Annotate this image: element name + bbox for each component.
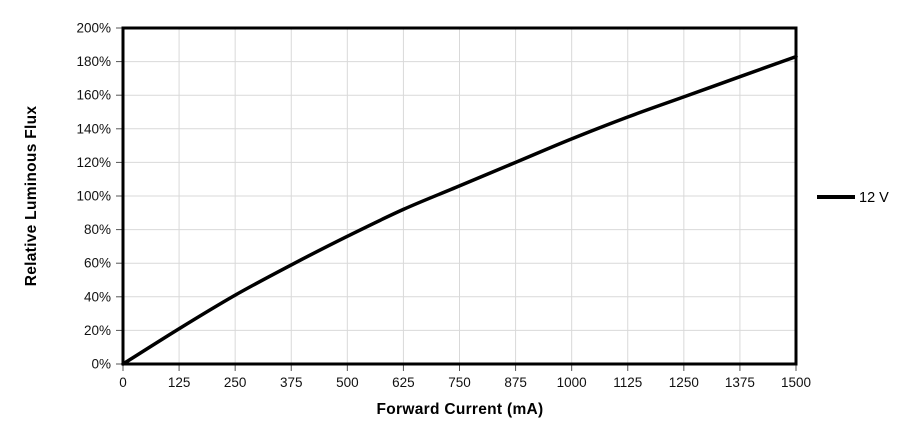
- x-tick-label: 1000: [557, 375, 587, 390]
- axis-ticks: [116, 27, 797, 371]
- x-tick-label: 125: [168, 375, 191, 390]
- x-tick-label: 250: [224, 375, 247, 390]
- y-tick-label: 60%: [84, 256, 111, 271]
- x-tick-label: 0: [119, 375, 127, 390]
- legend: 12 V: [817, 190, 889, 206]
- y-tick-label: 120%: [76, 155, 111, 170]
- y-tick-label: 0%: [91, 357, 111, 372]
- plot-border: [121, 26, 798, 366]
- y-tick-label: 160%: [76, 88, 111, 103]
- x-tick-label: 500: [336, 375, 359, 390]
- x-tick-label: 1125: [613, 375, 642, 390]
- y-tick-label: 180%: [76, 54, 111, 69]
- x-tick-label: 375: [280, 375, 303, 390]
- gridlines: [122, 27, 797, 365]
- x-tick-label: 750: [448, 375, 471, 390]
- x-tick-label: 1500: [781, 375, 811, 390]
- y-tick-label: 140%: [76, 121, 111, 136]
- x-tick-label: 875: [504, 375, 527, 390]
- tick-labels: 0 125 250 375 500 625 750 875 1000 1125 1250 1375 15…: [76, 21, 811, 391]
- y-tick-label: 200%: [76, 21, 111, 36]
- series-line-12v: [121, 54, 798, 366]
- y-tick-label: 40%: [84, 289, 111, 304]
- x-tick-label: 1375: [725, 375, 755, 390]
- legend-label: 12 V: [859, 190, 889, 206]
- x-tick-label: 625: [392, 375, 415, 390]
- y-axis-title: Relative Luminous Flux: [23, 106, 40, 287]
- x-tick-label: 1250: [669, 375, 699, 390]
- x-axis-title: Forward Current (mA): [376, 401, 543, 418]
- y-tick-label: 80%: [84, 222, 111, 237]
- y-tick-label: 20%: [84, 323, 111, 338]
- y-tick-label: 100%: [76, 189, 111, 204]
